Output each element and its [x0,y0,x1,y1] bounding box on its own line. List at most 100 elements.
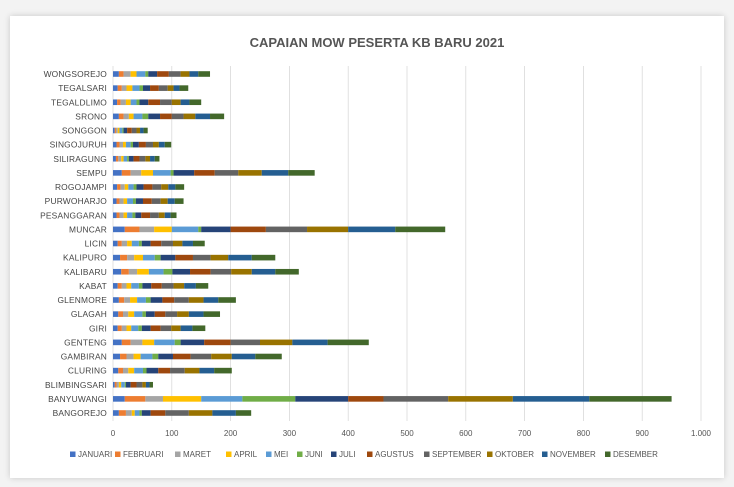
bar-segment [295,396,349,402]
bar-segment [136,71,146,77]
legend-swatch [115,451,121,457]
bar-segment [113,226,125,233]
bar-segment [154,311,166,317]
bar-segment [142,85,151,91]
bar-segment [132,198,136,204]
bar-segment [118,367,123,374]
bar-segment [189,71,199,77]
bar-segment [292,339,328,346]
bar-segment [589,396,672,402]
x-tick-label: 600 [459,429,473,438]
category-labels: WONGSOREJO TEGALSARI TEGALDLIMO SRONO SONGGO… [40,69,107,418]
category-label: LICIN [85,239,107,249]
bar-segment [255,353,282,360]
bar-segment [173,283,185,289]
bar-segment [113,297,119,303]
bar-segment [327,339,369,346]
bar-segment [158,141,165,148]
bar-segment [120,99,126,106]
category-label: SONGGON [62,126,107,136]
bar-segment [170,212,177,219]
x-axis-tick-labels: 0 100 200 300 400 500 600 700 800 900 1.000 [111,429,712,438]
bar-segment [160,198,168,204]
bar-segment [113,325,118,332]
bar-segment [161,240,173,247]
bar-segment [128,367,135,374]
bar-segment [125,381,131,388]
bar-segment [139,85,143,91]
bar-segment [127,212,133,219]
bar-segment [132,212,136,219]
legend-swatch [542,451,548,457]
bar-segment [170,367,185,374]
bar-segment [160,113,172,120]
bar-segment [210,268,232,275]
legend-swatch [487,451,493,457]
category-label: SINGOJURUH [50,140,107,150]
bar-segment [135,212,142,219]
category-label: TEGALSARI [58,83,107,93]
bar-segment [113,71,119,77]
bar-segment [157,71,169,77]
bar-segment [136,381,143,388]
bar-segment [126,353,134,360]
bar-segment [119,198,124,204]
bar-segments [113,71,672,416]
bar-segment [142,311,146,317]
bar-segment [145,141,153,148]
bar-segment [127,240,132,247]
bar-segment [288,170,315,176]
category-label: GENTENG [64,337,107,347]
bar-segment [124,381,126,388]
bar-segment [348,396,384,402]
bar-segment [122,141,126,148]
bar-segment [231,353,256,360]
bar-segment [251,254,276,261]
bar-segment [114,127,116,134]
bar-segment [180,339,205,346]
bar-segment [118,311,123,317]
bar-segment [190,353,212,360]
bar-segment [183,113,196,120]
category-label: GLAGAH [71,309,107,319]
bar-segment [395,226,446,233]
bar-segment [145,311,155,317]
bar-segment [139,226,155,233]
bar-segment [123,127,128,134]
bar-segment [130,381,137,388]
bar-segment [195,113,211,120]
bar-segment [138,240,142,247]
bar-segment [265,226,308,233]
bar-segment [118,381,122,388]
bar-segment [122,367,129,374]
bar-segment [171,226,199,233]
category-label: BLIMBINGSARI [45,380,107,390]
bar-segment [136,184,144,190]
bar-segment [168,184,176,190]
bar-segment [192,240,205,247]
bar-segment [113,311,119,317]
bar-segment [116,141,120,148]
category-label: PESANGGARAN [40,210,107,220]
legend-swatch [424,451,430,457]
bar-segment [214,367,232,374]
bar-segment [127,155,129,162]
bar-segment [115,155,119,162]
legend-swatch [226,451,232,457]
bar-segment [116,381,119,388]
bar-segment [124,226,140,233]
bar-segment [175,184,185,190]
bar-segment [123,212,128,219]
x-tick-label: 800 [577,429,591,438]
category-label: KALIBARU [64,267,107,277]
bar-segment [251,268,276,275]
bar-segment [171,99,181,106]
legend-swatch [367,451,373,457]
legend-label: MEI [274,450,288,459]
legend-label: NOVEMBER [550,450,596,459]
bar-segment [228,254,252,261]
bar-segment [160,325,172,332]
bar-segment [139,99,149,106]
bar-segment [177,311,189,317]
bar-segment [133,155,140,162]
